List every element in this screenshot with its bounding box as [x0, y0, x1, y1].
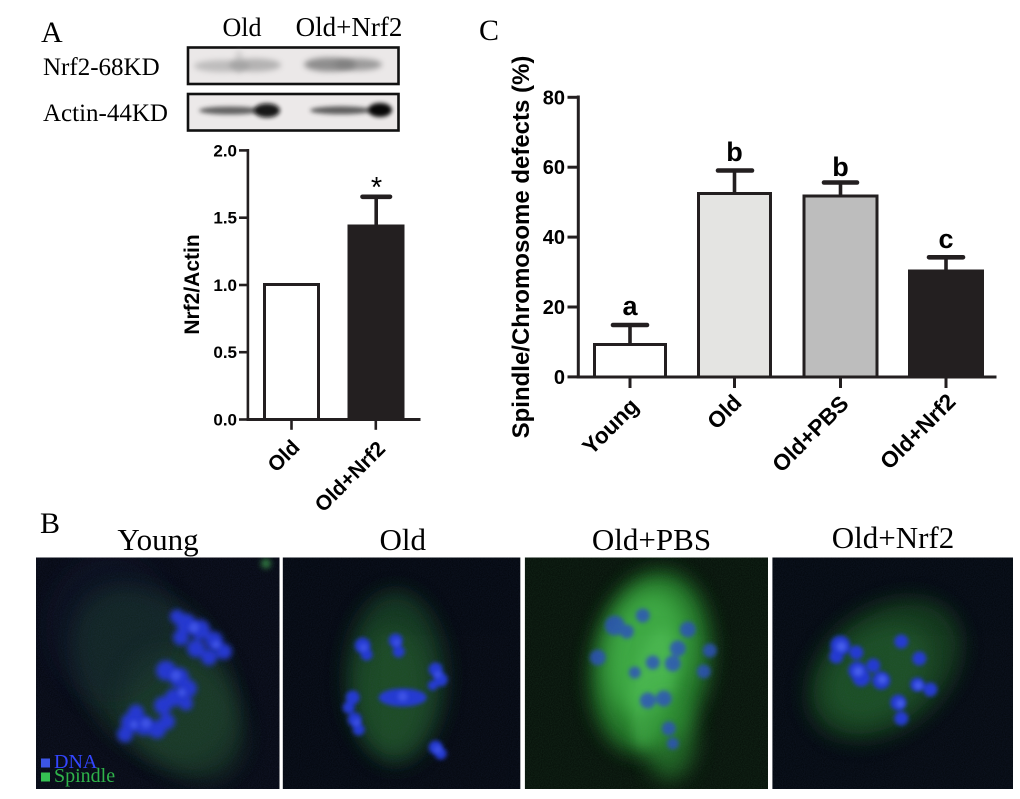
svg-text:a: a — [622, 291, 638, 321]
svg-text:Old+PBS: Old+PBS — [767, 391, 853, 477]
svg-text:Spindle: Spindle — [54, 765, 115, 787]
svg-text:Actin-44KD: Actin-44KD — [43, 100, 168, 127]
svg-text:Old+Nrf2: Old+Nrf2 — [875, 389, 960, 474]
svg-text:*: * — [371, 172, 382, 204]
svg-text:Old+Nrf2: Old+Nrf2 — [296, 12, 403, 42]
svg-text:Old: Old — [264, 436, 305, 477]
svg-text:60: 60 — [543, 157, 565, 179]
svg-text:DNA: DNA — [54, 751, 98, 773]
svg-text:b: b — [832, 152, 849, 182]
svg-text:1.5: 1.5 — [213, 209, 237, 228]
svg-text:40: 40 — [543, 227, 565, 249]
svg-text:Spindle/Chromosome defects (%): Spindle/Chromosome defects (%) — [508, 56, 535, 439]
svg-text:Old: Old — [380, 522, 427, 557]
svg-text:Old+Nrf2: Old+Nrf2 — [832, 520, 955, 555]
svg-text:A: A — [41, 16, 63, 49]
svg-text:Young: Young — [578, 393, 644, 459]
svg-text:Young: Young — [117, 522, 198, 557]
svg-text:0.0: 0.0 — [213, 411, 237, 430]
svg-text:Old+PBS: Old+PBS — [592, 522, 711, 557]
svg-text:80: 80 — [543, 87, 565, 109]
svg-text:0.5: 0.5 — [213, 343, 237, 362]
svg-text:Old+Nrf2: Old+Nrf2 — [311, 437, 390, 516]
svg-text:C: C — [479, 14, 499, 47]
svg-text:Nrf2-68KD: Nrf2-68KD — [43, 54, 160, 81]
svg-text:b: b — [726, 137, 743, 167]
svg-text:B: B — [40, 507, 60, 540]
svg-text:20: 20 — [543, 297, 565, 319]
svg-text:Old: Old — [223, 13, 262, 42]
svg-text:c: c — [938, 224, 953, 254]
svg-text:Old: Old — [702, 390, 746, 434]
svg-text:2.0: 2.0 — [213, 141, 237, 160]
svg-text:0: 0 — [554, 367, 565, 389]
svg-text:1.0: 1.0 — [213, 276, 237, 295]
svg-text:Nrf2/Actin: Nrf2/Actin — [181, 234, 204, 334]
